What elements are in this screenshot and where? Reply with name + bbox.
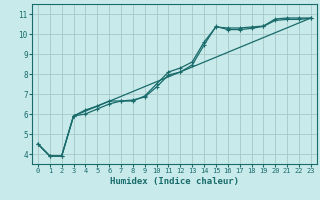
- X-axis label: Humidex (Indice chaleur): Humidex (Indice chaleur): [110, 177, 239, 186]
